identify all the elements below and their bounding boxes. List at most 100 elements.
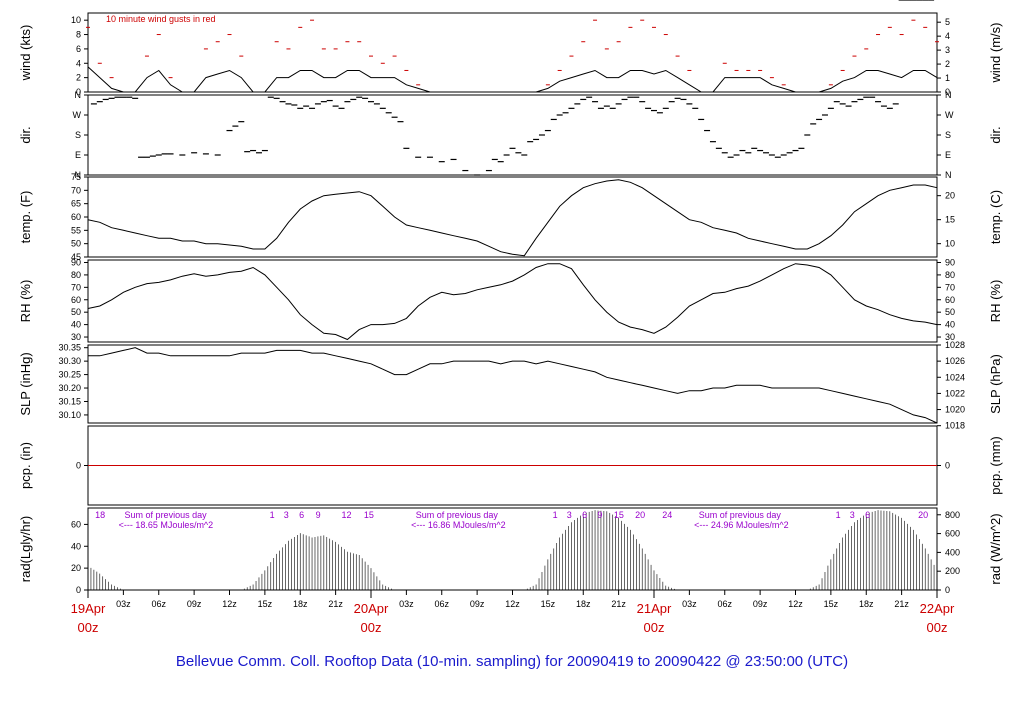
slp-right-tick-label: 1028 — [945, 340, 965, 350]
day-label-date: 21Apr — [637, 601, 672, 616]
rh-right-tick-label: 90 — [945, 257, 955, 267]
x-tick-label: 15z — [258, 599, 273, 609]
temp-ylabel-right: temp. (C) — [988, 190, 1003, 244]
rad-right-tick-label: 0 — [945, 585, 950, 595]
x-tick-label: 21z — [894, 599, 909, 609]
slp-pressure-line — [88, 347, 938, 424]
rad-right-tick-label: 200 — [945, 566, 960, 576]
day-label-date: 19Apr — [71, 601, 106, 616]
slp-right-tick-label: 1024 — [945, 372, 965, 382]
x-tick-label: 18z — [576, 599, 591, 609]
slp-left-tick-label: 30.15 — [58, 396, 81, 406]
rad-right-tick-label: 600 — [945, 529, 960, 539]
slp-ylabel-right: SLP (hPa) — [988, 354, 1003, 414]
rad-annotation: 6 — [865, 510, 870, 520]
temp-left-tick-label: 60 — [71, 212, 81, 222]
dir-right-tick-label: N — [945, 90, 952, 100]
temp-right-tick-label: 15 — [945, 215, 955, 225]
temp-left-tick-label: 50 — [71, 239, 81, 249]
rad-annotation: 9 — [597, 510, 602, 520]
rad-annotation: 18 — [95, 510, 105, 520]
dir-left-tick-label: E — [75, 150, 81, 160]
dir-left-tick-label: W — [73, 110, 82, 120]
rad-annotation: 1 — [270, 510, 275, 520]
wind-right-tick-label: 2 — [945, 59, 950, 69]
dir-left-tick-label: S — [75, 130, 81, 140]
rad-annotation: 3 — [284, 510, 289, 520]
x-tick-label: 03z — [116, 599, 131, 609]
rad-annotation: 1 — [836, 510, 841, 520]
wind-ylabel-right: wind (m/s) — [988, 23, 1003, 84]
rad-annotation: 1 — [553, 510, 558, 520]
wind-left-tick-label: 0 — [76, 87, 81, 97]
day-label-time: 00z — [644, 620, 665, 635]
rad-annotation: Sum of previous day — [699, 510, 782, 520]
day-label-time: 00z — [361, 620, 382, 635]
wind-right-tick-label: 1 — [945, 73, 950, 83]
x-tick-label: 09z — [753, 599, 768, 609]
rh-right-tick-label: 40 — [945, 320, 955, 330]
rad-ylabel-right: rad (W/m^2) — [988, 513, 1003, 584]
wind-right-tick-label: 4 — [945, 31, 950, 41]
wind-left-tick-label: 6 — [76, 44, 81, 54]
slp-left-tick-label: 30.10 — [58, 410, 81, 420]
rh-right-tick-label: 70 — [945, 282, 955, 292]
x-tick-label: 12z — [788, 599, 803, 609]
x-tick-label: 21z — [611, 599, 626, 609]
x-tick-label: 15z — [824, 599, 839, 609]
slp-left-tick-label: 30.30 — [58, 356, 81, 366]
x-tick-label: 09z — [470, 599, 485, 609]
rad-annotation: <--- 16.86 MJoules/m^2 — [411, 520, 506, 530]
wind-right-tick-label: 3 — [945, 45, 950, 55]
wind-frame — [87, 12, 938, 93]
x-tick-label: 06z — [151, 599, 166, 609]
temp-right-tick-label: 20 — [945, 191, 955, 201]
rad-ylabel-left: rad(Lgly/hr) — [18, 516, 33, 582]
temp-left-tick-label: 45 — [71, 252, 81, 262]
dir-ylabel-left: dir. — [18, 126, 33, 143]
slp-frame — [87, 344, 938, 424]
rad-annotation: 3 — [850, 510, 855, 520]
rh-left-tick-label: 80 — [71, 270, 81, 280]
dir-left-tick-label: N — [75, 170, 82, 180]
wind-annotation: 10 minute wind gusts in red — [106, 14, 216, 24]
rh-left-tick-label: 50 — [71, 307, 81, 317]
rad-annotation: 6 — [299, 510, 304, 520]
x-tick-label: 03z — [399, 599, 414, 609]
temp-left-tick-label: 55 — [71, 225, 81, 235]
wind-left-tick-label: 2 — [76, 73, 81, 83]
rh-right-tick-label: 50 — [945, 307, 955, 317]
temp-frame — [87, 176, 938, 258]
slp-right-tick-label: 1022 — [945, 388, 965, 398]
temp-temperature-line — [87, 179, 938, 257]
dir-right-tick-label: W — [945, 110, 954, 120]
rad-annotation: Sum of previous day — [416, 510, 499, 520]
rad-left-tick-label: 0 — [76, 585, 81, 595]
wind-left-tick-label: 4 — [76, 58, 81, 68]
wind-right-tick-label: 0 — [945, 87, 950, 97]
rh-frame — [87, 259, 938, 343]
rad-left-tick-label: 40 — [71, 541, 81, 551]
x-tick-label: 18z — [859, 599, 874, 609]
x-tick-label: 06z — [717, 599, 732, 609]
x-tick-label: 12z — [222, 599, 237, 609]
day-label-date: 22Apr — [920, 601, 955, 616]
dir-right-tick-label: S — [945, 130, 951, 140]
rad-annotation: 24 — [662, 510, 672, 520]
dir-right-tick-label: N — [945, 170, 952, 180]
rad-annotation: 20 — [635, 510, 645, 520]
rh-ylabel-right: RH (%) — [988, 280, 1003, 323]
slp-right-tick-label: 1018 — [945, 421, 965, 431]
dir-left-tick-label: N — [75, 90, 82, 100]
day-label-time: 00z — [927, 620, 948, 635]
wind-right-tick-label: 5 — [945, 17, 950, 27]
day-label-date: 20Apr — [354, 601, 389, 616]
wind-left-tick-label: 8 — [76, 30, 81, 40]
rad-annotation: 12 — [342, 510, 352, 520]
slp-left-tick-label: 30.20 — [58, 383, 81, 393]
chart-title: Bellevue Comm. Coll. Rooftop Data (10-mi… — [176, 653, 848, 670]
dir-right-tick-label: E — [945, 150, 951, 160]
temp-left-tick-label: 65 — [71, 199, 81, 209]
rh-left-tick-label: 90 — [71, 257, 81, 267]
